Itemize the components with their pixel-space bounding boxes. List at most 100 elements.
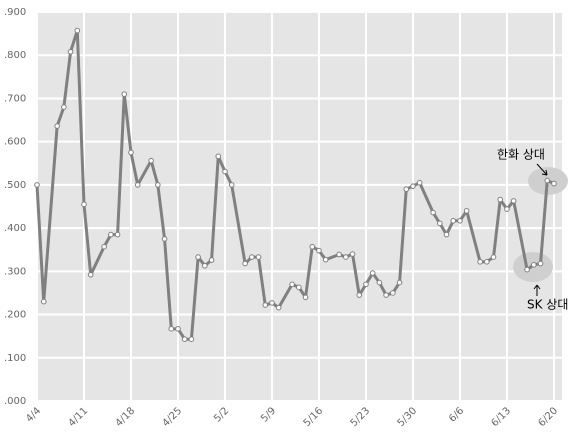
point: [228, 182, 235, 188]
point: [484, 259, 490, 265]
point: [81, 201, 87, 208]
point: [363, 281, 369, 288]
y-tick-label: .700: [4, 93, 26, 104]
point: [208, 257, 215, 263]
point: [490, 254, 497, 260]
point: [437, 220, 443, 227]
y-tick-label: .500: [4, 180, 26, 191]
point: [161, 236, 168, 242]
point: [302, 294, 309, 301]
point: [128, 149, 134, 156]
point: [443, 231, 450, 238]
point: [168, 326, 175, 332]
point: [34, 182, 40, 188]
x-tick-label: 6/20: [537, 405, 561, 429]
point: [40, 298, 47, 305]
point: [457, 217, 463, 224]
x-tick-label: 4/25: [161, 405, 185, 429]
point: [463, 208, 470, 214]
point: [309, 243, 316, 250]
point: [121, 91, 128, 97]
plot-background: [37, 12, 562, 401]
point: [202, 262, 208, 269]
point: [343, 254, 349, 260]
point: [369, 270, 376, 276]
point: [376, 279, 383, 286]
arrow: [536, 163, 548, 176]
point: [215, 153, 222, 160]
point: [531, 262, 537, 268]
annotation: SK 상대: [527, 298, 568, 312]
point: [134, 182, 141, 188]
grid: [36, 11, 562, 402]
annotation: 한화 상대: [497, 148, 545, 162]
point: [349, 251, 356, 257]
point: [222, 168, 228, 175]
point: [242, 260, 248, 267]
point: [497, 196, 504, 203]
point: [322, 256, 329, 263]
x-tick-label: 5/23: [349, 405, 373, 429]
point: [269, 300, 275, 306]
point: [255, 254, 262, 260]
point: [61, 104, 67, 110]
point: [275, 304, 282, 311]
point: [296, 284, 302, 291]
y-tick-label: .200: [4, 310, 26, 321]
point: [410, 183, 416, 189]
point: [155, 182, 161, 188]
point: [87, 271, 94, 278]
point: [450, 217, 457, 224]
point: [181, 336, 188, 342]
point: [504, 206, 510, 212]
point: [524, 266, 530, 273]
x-tick-label: 4/4: [24, 405, 43, 424]
point: [289, 281, 295, 288]
point: [188, 336, 195, 342]
point: [195, 254, 201, 260]
point: [396, 279, 403, 286]
x-tick-label: 5/9: [259, 405, 278, 424]
x-tick-label: 6/6: [447, 405, 466, 424]
point: [108, 231, 114, 238]
point: [356, 292, 363, 298]
point: [403, 186, 410, 193]
point: [74, 27, 81, 34]
y-tick-label: .800: [4, 50, 26, 61]
y-tick-label: .100: [4, 353, 26, 364]
point: [148, 157, 154, 164]
point: [336, 251, 342, 258]
x-tick-label: 5/16: [302, 405, 326, 429]
point: [67, 48, 74, 55]
y-tick-label: .900: [4, 7, 26, 18]
point: [551, 180, 557, 187]
point: [114, 231, 121, 238]
y-tick-label: .300: [4, 266, 26, 277]
point: [390, 290, 396, 296]
point: [262, 302, 269, 308]
point: [544, 177, 551, 184]
x-tick-label: 5/30: [396, 405, 420, 429]
arrowhead: [541, 169, 548, 176]
point: [249, 254, 255, 260]
point: [537, 260, 544, 267]
point: [383, 292, 389, 298]
point: [416, 179, 423, 186]
point: [430, 209, 436, 216]
point: [101, 243, 107, 250]
arrowhead: [533, 284, 541, 290]
x-tick-label: 4/18: [114, 405, 138, 429]
x-tick-label: 4/11: [67, 405, 91, 429]
point: [510, 198, 517, 204]
y-tick-label: .000: [4, 396, 26, 407]
x-tick-label: 5/2: [212, 405, 231, 424]
point: [477, 259, 483, 265]
point: [54, 123, 60, 129]
y-tick-label: .400: [4, 223, 26, 234]
marks: [34, 27, 557, 342]
x-tick-label: 6/13: [490, 405, 514, 429]
point: [175, 326, 181, 332]
y-tick-label: .600: [4, 137, 26, 148]
point: [316, 247, 322, 254]
